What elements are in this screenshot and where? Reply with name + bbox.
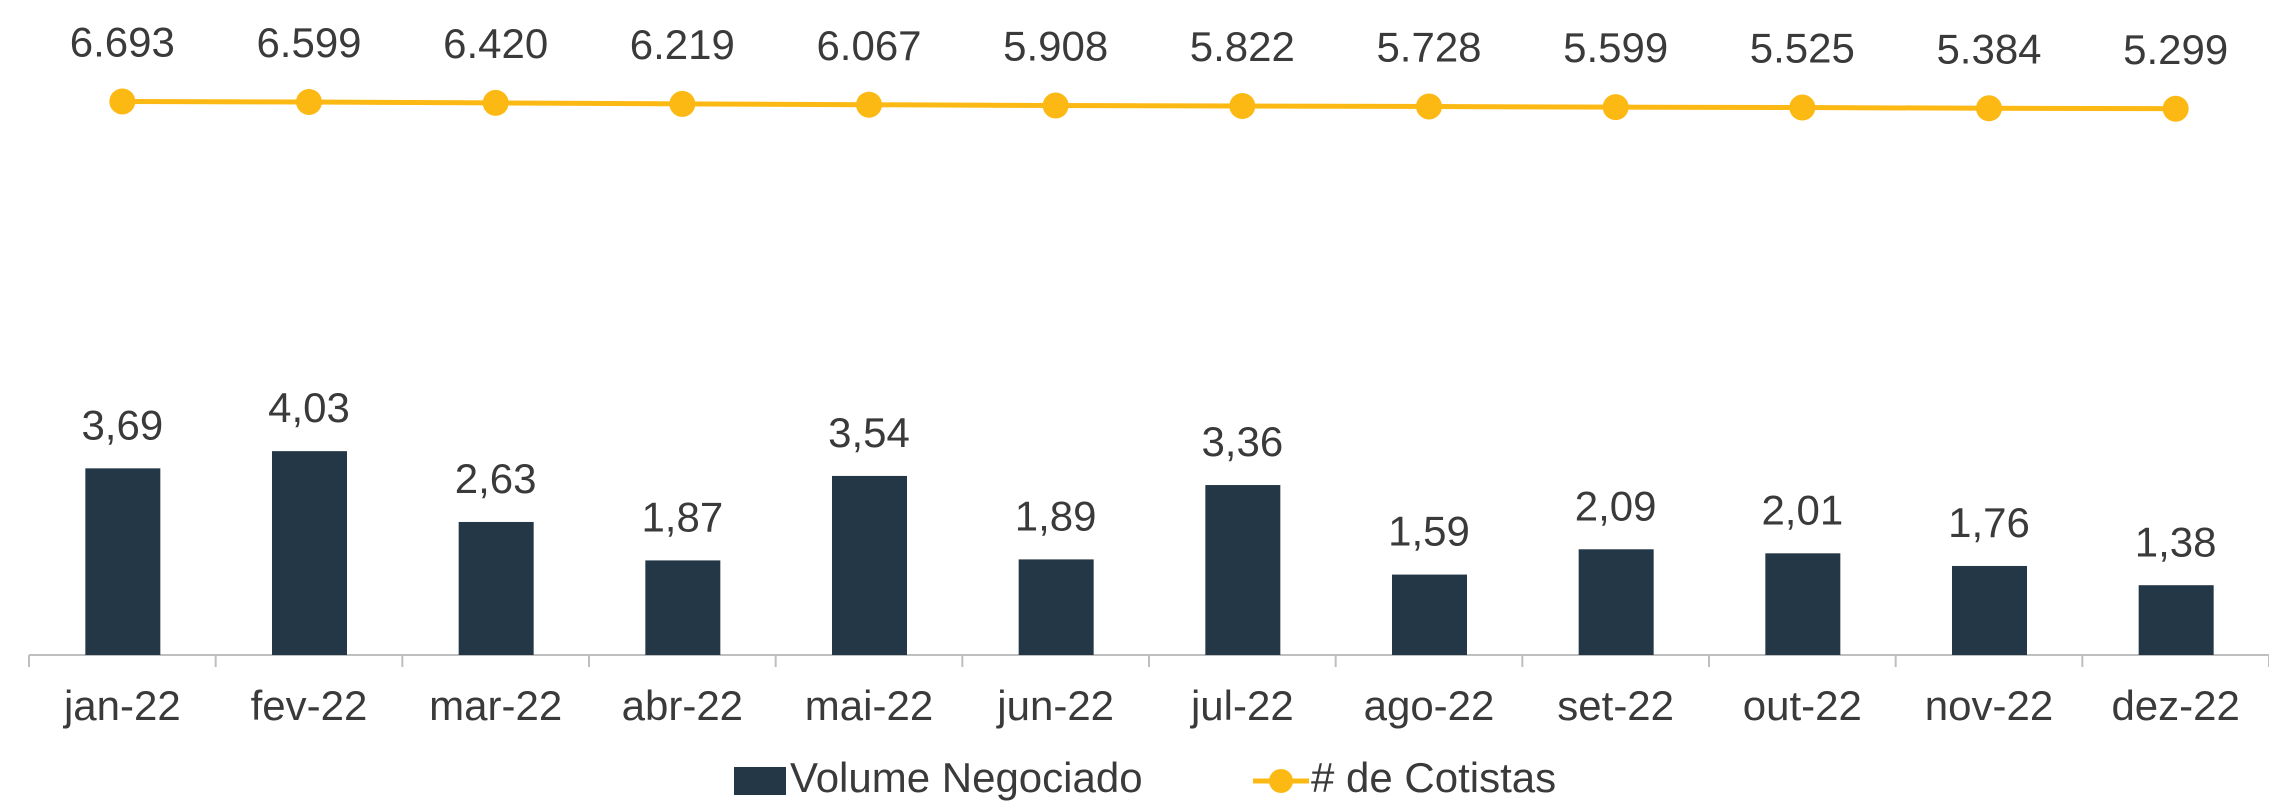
bar-value-label: 2,01 xyxy=(1761,486,1843,533)
x-tick-label: dez-22 xyxy=(2111,682,2239,729)
x-tick-label: out-22 xyxy=(1743,682,1862,729)
line-value-label: 5.299 xyxy=(2123,26,2228,73)
bar xyxy=(832,475,907,655)
line-value-label: 5.908 xyxy=(1003,23,1108,70)
bar xyxy=(1205,485,1281,655)
line-point xyxy=(1976,95,2002,122)
line-point xyxy=(1416,93,1442,120)
line-value-label: 6.420 xyxy=(443,20,548,67)
line-point xyxy=(1789,94,1816,121)
line-value-label: 6.693 xyxy=(70,19,175,66)
legend-marker xyxy=(1269,769,1293,793)
line-value-label: 5.599 xyxy=(1563,24,1668,71)
bar xyxy=(2138,585,2214,655)
bar-value-label: 3,54 xyxy=(828,409,910,456)
line-value-label: 6.219 xyxy=(630,21,735,68)
line-value-label: 5.384 xyxy=(1936,25,2041,72)
bar-value-label: 1,59 xyxy=(1388,508,1470,555)
legend-label: Volume Negociado xyxy=(790,754,1143,801)
x-tick-label: jan-22 xyxy=(62,682,181,729)
line-point xyxy=(296,88,322,115)
x-tick-label: jul-22 xyxy=(1189,682,1294,729)
x-tick-label: nov-22 xyxy=(1925,682,2053,729)
line-point xyxy=(109,88,136,115)
bar xyxy=(458,521,534,655)
x-tick-label: set-22 xyxy=(1557,682,1674,729)
bar xyxy=(645,560,721,655)
bar-value-label: 1,89 xyxy=(1015,492,1097,539)
line-value-label: 6.067 xyxy=(816,22,921,69)
legend-swatch xyxy=(734,767,786,795)
line-value-label: 5.525 xyxy=(1750,25,1855,72)
bar-value-label: 3,69 xyxy=(81,401,163,448)
bar xyxy=(1765,553,1841,655)
line-point xyxy=(1042,92,1069,119)
bar xyxy=(1578,549,1654,655)
x-tick-label: mai-22 xyxy=(805,682,933,729)
line-value-label: 5.728 xyxy=(1376,24,1481,71)
line-point xyxy=(669,90,696,117)
bar xyxy=(272,451,347,655)
bar-value-label: 2,63 xyxy=(455,455,537,502)
line-point xyxy=(1229,92,1256,119)
line-point xyxy=(856,91,882,118)
line-value-label: 6.599 xyxy=(256,19,361,66)
bar xyxy=(1952,565,2027,655)
line-point xyxy=(1602,94,1629,121)
x-tick-label: ago-22 xyxy=(1364,682,1495,729)
bar-value-label: 1,87 xyxy=(641,494,723,541)
line-value-label: 5.822 xyxy=(1190,23,1295,70)
bar-value-label: 1,76 xyxy=(1948,499,2030,546)
line-point xyxy=(482,89,509,116)
bar xyxy=(85,468,161,655)
bar xyxy=(1018,559,1094,655)
bar-value-label: 2,09 xyxy=(1575,482,1657,529)
x-tick-label: jun-22 xyxy=(995,682,1114,729)
x-tick-label: fev-22 xyxy=(251,682,368,729)
legend-label: # de Cotistas xyxy=(1311,754,1556,801)
bar-value-label: 4,03 xyxy=(268,384,350,431)
bar-value-label: 3,36 xyxy=(1201,418,1283,465)
bar xyxy=(1392,574,1467,655)
x-tick-label: mar-22 xyxy=(429,682,562,729)
bar-value-label: 1,38 xyxy=(2135,518,2217,565)
line-point xyxy=(2162,95,2189,122)
line xyxy=(122,98,2176,112)
x-tick-label: abr-22 xyxy=(622,682,743,729)
